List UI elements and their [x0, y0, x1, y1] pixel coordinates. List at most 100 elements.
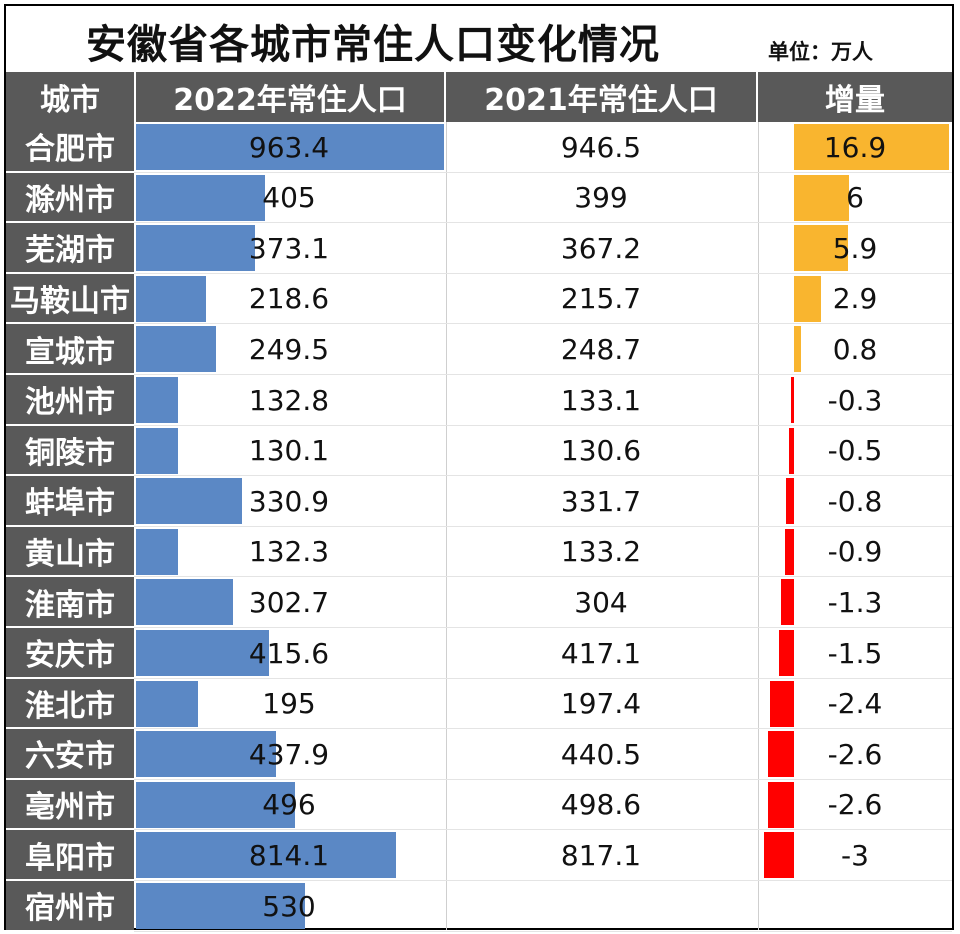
- value-2021: 248.7: [560, 332, 642, 366]
- value-2022: 373.1: [248, 231, 330, 265]
- value-delta: -1.5: [827, 636, 883, 670]
- value-2022: 195: [262, 687, 316, 721]
- bar-2022: [136, 731, 276, 778]
- city-label: 阜阳市: [6, 830, 134, 880]
- value-2022: 130.1: [248, 434, 330, 468]
- bar-2022: [136, 124, 444, 170]
- delta-bar-negative: [770, 680, 794, 727]
- bar-2022: [136, 528, 179, 575]
- city-label: 亳州市: [6, 779, 134, 830]
- unit-label: 单位：万人: [768, 40, 873, 64]
- delta-bar-negative: [779, 630, 794, 676]
- table-row: 合肥市 963.4 946.5 16.9: [6, 122, 952, 173]
- table-row: 宣城市 249.5 248.7 0.8: [6, 324, 952, 375]
- table-row: 蚌埠市 330.9 331.7 -0.8: [6, 476, 952, 527]
- row-divider: [134, 424, 952, 426]
- value-delta: -2.4: [827, 687, 883, 721]
- city-label: 铜陵市: [6, 425, 134, 476]
- row-divider: [134, 373, 952, 375]
- row-divider: [134, 728, 952, 730]
- header-delta: 增量: [758, 72, 952, 122]
- delta-bar-negative: [768, 781, 794, 828]
- value-delta: -3: [841, 838, 869, 872]
- value-2021: 946.5: [560, 130, 642, 164]
- row-divider: [134, 171, 952, 173]
- bar-2022: [136, 427, 178, 474]
- value-2022: 249.5: [248, 332, 330, 366]
- value-delta: [758, 881, 952, 931]
- bar-2022: [136, 275, 206, 322]
- delta-bar-negative: [791, 377, 794, 423]
- bar-2022: [136, 883, 306, 929]
- delta-bar-negative: [781, 579, 794, 626]
- value-2021: 817.1: [560, 838, 642, 872]
- value-2021: 304: [574, 585, 628, 619]
- table-row: 阜阳市 814.1 817.1 -3: [6, 830, 952, 881]
- table-row: 安庆市 415.6 417.1 -1.5: [6, 628, 952, 679]
- row-divider: [134, 879, 952, 881]
- row-divider: [134, 677, 952, 679]
- value-2022: 405: [262, 181, 316, 215]
- bar-2022: [136, 832, 397, 879]
- value-delta: -0.8: [827, 484, 883, 518]
- city-label: 淮北市: [6, 678, 134, 729]
- city-label: 六安市: [6, 729, 134, 779]
- value-2021: [446, 881, 756, 931]
- table-row: 亳州市 496 498.6 -2.6: [6, 779, 952, 831]
- row-divider: [134, 930, 952, 932]
- table-row: 滁州市 405 399 6: [6, 172, 952, 224]
- value-delta: -2.6: [827, 737, 883, 771]
- value-2022: 218.6: [248, 282, 330, 316]
- row-divider: [134, 525, 952, 527]
- city-label: 合肥市: [6, 122, 134, 172]
- value-delta: 2.9: [832, 282, 878, 316]
- delta-bar-positive: [794, 124, 950, 170]
- delta-bar-negative: [789, 427, 794, 474]
- city-label: 池州市: [6, 375, 134, 425]
- bar-2022: [136, 174, 266, 221]
- value-2021: 399: [574, 181, 628, 215]
- delta-bar-positive: [794, 174, 850, 221]
- chart-title: 安徽省各城市常住人口变化情况: [86, 22, 660, 68]
- delta-bar-positive: [794, 225, 849, 272]
- delta-bar-negative: [786, 478, 794, 525]
- delta-bar-negative: [768, 731, 794, 778]
- header-2022: 2022年常住人口: [136, 72, 446, 122]
- delta-bar-negative: [764, 832, 794, 879]
- table-row: 宿州市 530: [6, 881, 952, 932]
- value-delta: 0.8: [832, 332, 878, 366]
- city-label: 滁州市: [6, 172, 134, 223]
- value-2021: 498.6: [560, 788, 642, 822]
- bar-2022: [136, 579, 233, 626]
- value-delta: 6: [846, 181, 864, 215]
- city-label: 芜湖市: [6, 223, 134, 273]
- value-2022: 963.4: [248, 130, 330, 164]
- bar-2022: [136, 781, 295, 828]
- row-divider: [134, 222, 952, 224]
- value-2022: 530: [262, 889, 316, 923]
- bar-2022: [136, 630, 269, 676]
- value-2022: 302.7: [248, 585, 330, 619]
- value-2021: 215.7: [560, 282, 642, 316]
- value-2022: 437.9: [248, 737, 330, 771]
- city-label: 蚌埠市: [6, 476, 134, 526]
- table-row: 六安市 437.9 440.5 -2.6: [6, 729, 952, 780]
- row-divider: [134, 323, 952, 325]
- value-2022: 330.9: [248, 484, 330, 518]
- value-delta: -0.9: [827, 535, 883, 569]
- value-2021: 417.1: [560, 636, 642, 670]
- value-delta: 16.9: [823, 130, 887, 164]
- city-label: 安庆市: [6, 628, 134, 678]
- city-label: 黄山市: [6, 526, 134, 577]
- value-2021: 440.5: [560, 737, 642, 771]
- table-row: 铜陵市 130.1 130.6 -0.5: [6, 425, 952, 477]
- value-delta: -0.3: [827, 383, 883, 417]
- table-row: 马鞍山市 218.6 215.7 2.9: [6, 273, 952, 325]
- bar-2022: [136, 478, 242, 525]
- row-divider: [134, 626, 952, 628]
- value-2022: 132.3: [248, 535, 330, 569]
- bar-2022: [136, 377, 179, 423]
- row-divider: [134, 475, 952, 477]
- header-city: 城市: [6, 72, 136, 122]
- chart-frame: 安徽省各城市常住人口变化情况 单位：万人 城市 2022年常住人口 2021年常…: [4, 4, 954, 932]
